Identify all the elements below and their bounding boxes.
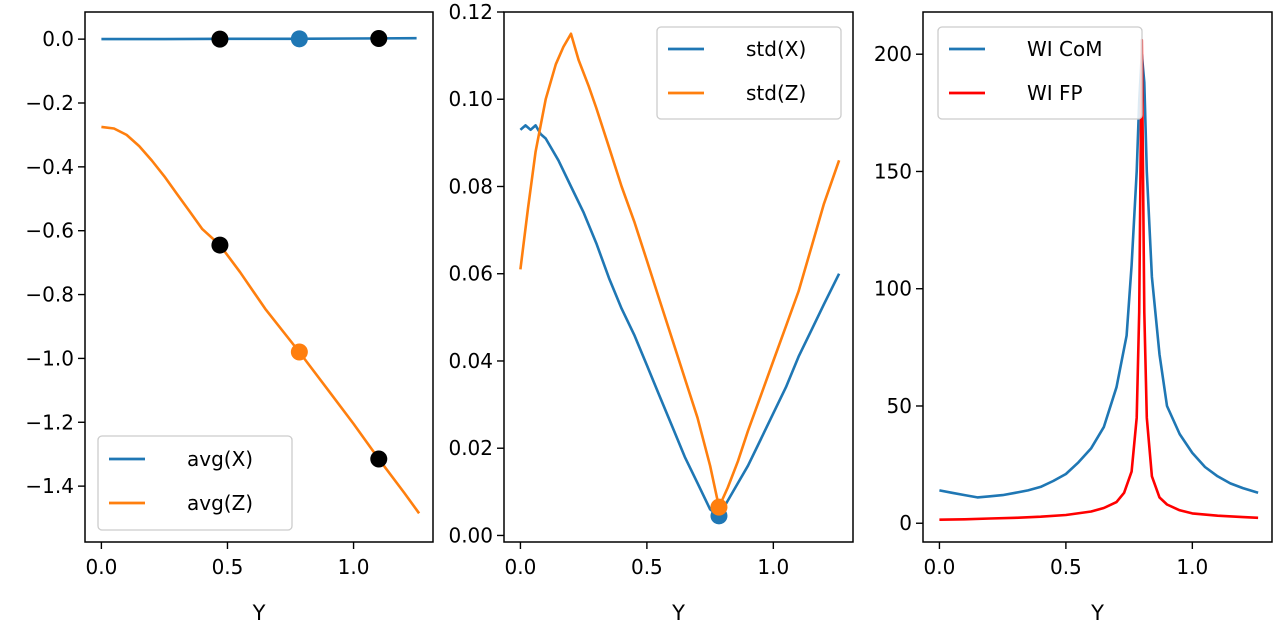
y-tick-label: −0.8 [25,283,74,307]
y-tick-label: 0.04 [448,349,493,373]
x-axis-label: Y [1090,601,1104,625]
y-tick-label: 0.12 [448,0,493,24]
data-marker [370,450,388,468]
y-tick-label: 0.00 [448,523,493,547]
x-tick-label: 1.0 [1176,555,1208,579]
x-tick-label: 0.0 [924,555,956,579]
y-tick-label: 0.06 [448,262,493,286]
chart-panel-1: 0.0 0.5 1.0 0.0 −0.2 −0.4 −0.6 −0.8 −1.0 −1.2 −1.4… [25,11,434,625]
legend-label: avg(X) [187,447,253,471]
plot-frame [503,11,854,543]
y-tick-label: 0.0 [42,27,74,51]
series-line-wi-com [939,52,1259,499]
legend: WI CoM WI FP [937,26,1143,120]
y-tick-label: 150 [874,159,912,183]
y-tick-label: 100 [874,277,912,301]
data-marker [710,498,728,516]
data-marker [290,343,308,361]
y-tick-label: −0.2 [25,91,74,115]
x-tick-label: 0.0 [505,555,537,579]
x-tick-label: 0.5 [212,555,244,579]
x-axis-label: Y [252,601,266,625]
x-axis-label: Y [671,601,685,625]
legend-box [937,26,1143,120]
legend: std(X) std(Z) [656,26,842,120]
legend-label: WI CoM [1027,37,1103,61]
series-line-wi-fp [939,38,1259,521]
x-tick-label: 0.5 [631,555,663,579]
y-tick-label: 200 [874,42,912,66]
y-tick-label: 0.10 [448,87,493,111]
data-marker [370,30,388,47]
y-tick-label: −1.0 [25,346,74,370]
data-marker [211,30,229,48]
y-tick-label: −1.4 [25,474,74,498]
series-line-avg-z [101,125,421,515]
plot-frame [922,11,1273,543]
legend-label: avg(Z) [187,491,253,515]
y-tick-label: 50 [887,394,912,418]
legend-label: std(Z) [746,81,806,105]
legend-label: WI FP [1027,81,1083,105]
x-tick-label: 1.0 [757,555,789,579]
legend-box [97,435,293,531]
legend: avg(X) avg(Z) [97,435,293,531]
x-tick-label: 0.5 [1050,555,1082,579]
series-line-avg-x [101,36,417,41]
x-tick-label: 1.0 [338,555,370,579]
y-tick-label: −0.4 [25,155,74,179]
series-line-std-x [519,124,841,518]
y-tick-label: −1.2 [25,410,74,434]
x-tick-label: 0.0 [85,555,117,579]
legend-label: std(X) [746,37,806,61]
y-tick-label: 0.08 [448,174,493,198]
data-marker [290,30,308,48]
y-tick-label: 0 [899,511,912,535]
data-marker [211,236,229,254]
y-tick-label: 0.02 [448,436,493,460]
y-tick-label: −0.6 [25,219,74,243]
chart-panel-3: 0.0 0.5 1.0 0 50 100 150 200 Y WI CoM WI FP [874,11,1273,625]
chart-panel-2: 0.0 0.5 1.0 0.00 0.02 0.04 0.06 0.08 0.10 0.12 Yst… [448,0,854,625]
plot-frame [84,11,434,543]
series-line-std-z [519,32,841,509]
